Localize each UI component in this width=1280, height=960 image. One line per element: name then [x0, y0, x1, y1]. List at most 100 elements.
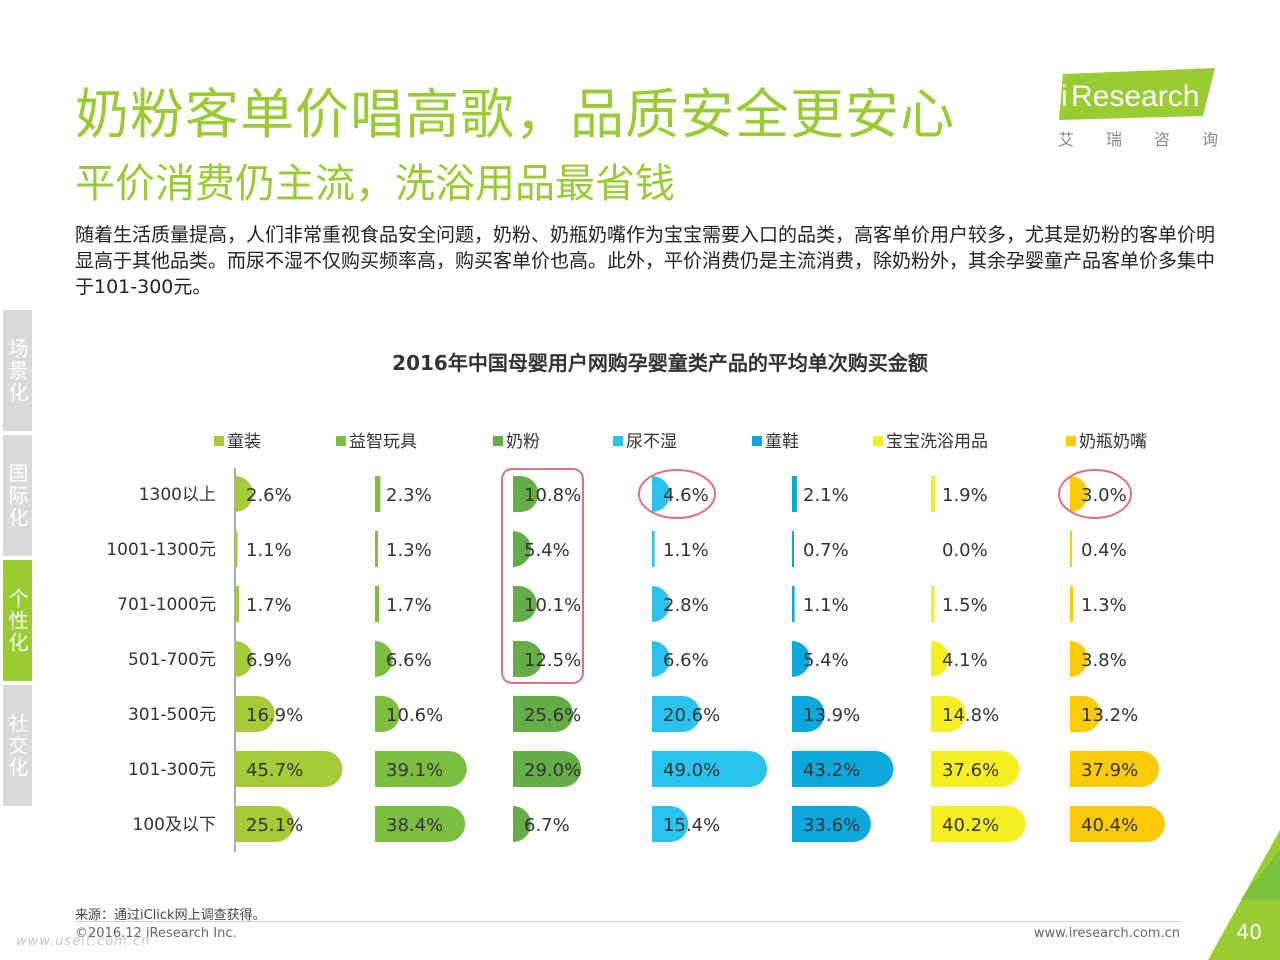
bar — [375, 696, 400, 732]
bar — [1070, 641, 1088, 677]
bar — [513, 476, 539, 512]
data-label: 1.3% — [1081, 595, 1127, 616]
data-label: 0.7% — [803, 540, 849, 561]
data-label: 49.0% — [663, 760, 720, 781]
bar — [652, 586, 670, 622]
data-label: 25.6% — [524, 705, 581, 726]
legend-swatch — [493, 436, 503, 446]
bar — [1070, 586, 1074, 622]
legend-label: 益智玩具 — [349, 432, 417, 452]
sidebar-tab-personalized[interactable]: 个性化 — [3, 560, 32, 681]
bar — [375, 751, 467, 787]
website-link[interactable]: www.iresearch.com.cn — [1033, 926, 1180, 941]
data-label: 2.1% — [803, 485, 849, 506]
data-label: 2.6% — [246, 485, 292, 506]
data-label: 20.6% — [663, 705, 720, 726]
data-label: 4.6% — [663, 485, 709, 506]
data-label: 45.7% — [246, 760, 303, 781]
iresearch-logo: i Research — [1059, 68, 1215, 120]
bar — [235, 531, 238, 567]
bar — [513, 751, 582, 787]
legend-swatch — [214, 436, 224, 446]
bar — [931, 751, 1020, 787]
bar — [931, 586, 935, 622]
data-label: 1.1% — [663, 540, 709, 561]
bar — [1070, 476, 1088, 512]
bar — [652, 696, 701, 732]
data-label: 40.2% — [942, 815, 999, 836]
legend-swatch — [613, 436, 623, 446]
bar — [375, 586, 379, 622]
sidebar-tab-scene[interactable]: 场景化 — [3, 310, 32, 431]
legend-label: 奶瓶奶嘴 — [1079, 432, 1147, 452]
data-label: 43.2% — [803, 760, 860, 781]
data-label: 0.0% — [942, 540, 988, 561]
legend-swatch — [752, 436, 762, 446]
page-number: 40 — [1236, 920, 1262, 944]
category-label: 501-700元 — [128, 650, 216, 670]
bar — [792, 531, 794, 567]
highlight-circle-bottles — [1058, 469, 1132, 519]
bar — [235, 696, 275, 732]
data-label: 29.0% — [524, 760, 581, 781]
bar — [235, 641, 253, 677]
bar — [652, 531, 655, 567]
page-title: 奶粉客单价唱高歌，品质安全更安心 — [75, 83, 955, 146]
data-label: 5.4% — [803, 650, 849, 671]
sidebar-tab-international[interactable]: 国际化 — [3, 435, 32, 556]
bar — [235, 806, 294, 842]
bar — [792, 751, 894, 787]
data-label: 25.1% — [246, 815, 303, 836]
data-label: 5.4% — [524, 540, 570, 561]
bar — [792, 641, 810, 677]
category-label: 1300以上 — [139, 485, 216, 505]
highlight-box-milk-powder — [501, 468, 584, 684]
legend-label: 尿不湿 — [626, 432, 677, 452]
page-subtitle: 平价消费仍主流，洗浴用品最省钱 — [75, 161, 675, 207]
data-label: 1.5% — [942, 595, 988, 616]
category-label: 301-500元 — [128, 705, 216, 725]
legend-label: 童鞋 — [765, 432, 799, 452]
bar — [931, 641, 949, 677]
source-note: 来源：通过iClick网上调查获得。 — [75, 908, 266, 923]
category-label: 1001-1300元 — [106, 540, 216, 560]
sidebar-nav: 场景化 国际化 个性化 社交化 — [3, 310, 39, 810]
data-label: 4.1% — [942, 650, 988, 671]
data-label: 13.9% — [803, 705, 860, 726]
data-label: 1.7% — [246, 595, 292, 616]
footer-divider — [75, 921, 1182, 922]
bar — [513, 586, 537, 622]
bar — [792, 696, 825, 732]
data-label: 6.7% — [524, 815, 570, 836]
data-label: 14.8% — [942, 705, 999, 726]
sidebar-tab-social[interactable]: 社交化 — [3, 685, 32, 806]
category-label: 701-1000元 — [117, 595, 216, 615]
logo-char: 艾 — [1058, 130, 1075, 149]
bar — [792, 586, 795, 622]
logo-char: 瑞 — [1105, 130, 1122, 149]
data-label: 15.4% — [663, 815, 720, 836]
data-label: 1.1% — [803, 595, 849, 616]
data-label: 16.9% — [246, 705, 303, 726]
data-label: 1.9% — [942, 485, 988, 506]
intro-paragraph: 随着生活质量提高，人们非常重视食品安全问题，奶粉、奶瓶奶嘴作为宝宝需要入口的品类… — [75, 224, 1216, 298]
bar — [235, 586, 239, 622]
corner-decoration — [1208, 830, 1280, 960]
data-label: 10.8% — [524, 485, 581, 506]
category-label: 101-300元 — [128, 760, 216, 780]
logo-chars: 艾 瑞 咨 询 — [1058, 126, 1218, 150]
data-label: 10.1% — [524, 595, 581, 616]
data-label: 40.4% — [1081, 815, 1138, 836]
data-label: 2.8% — [663, 595, 709, 616]
legend-swatch — [1066, 436, 1076, 446]
bar — [235, 476, 253, 512]
data-label: 13.2% — [1081, 705, 1138, 726]
legend-swatch — [873, 436, 883, 446]
data-label: 1.1% — [246, 540, 292, 561]
bar — [792, 806, 871, 842]
bar — [513, 806, 531, 842]
legend-swatch — [336, 436, 346, 446]
bar — [1070, 751, 1160, 787]
bar — [652, 806, 689, 842]
